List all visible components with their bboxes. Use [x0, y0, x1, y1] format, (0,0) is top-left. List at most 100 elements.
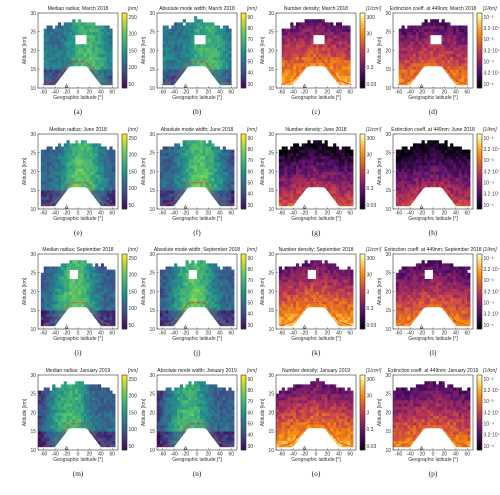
- heatmap-cell: [461, 184, 465, 188]
- heatmap-cell: [410, 53, 414, 58]
- heatmap-cell: [211, 184, 215, 188]
- heatmap-cell: [418, 28, 422, 33]
- colorbar-segment: [241, 199, 246, 202]
- heatmap-cell: [296, 149, 300, 154]
- heatmap-cell: [66, 285, 70, 289]
- heatmap-cell: [63, 59, 67, 64]
- x-tick-label: -40: [52, 90, 59, 96]
- heatmap-cell: [174, 168, 178, 172]
- heatmap-cell: [162, 307, 166, 311]
- heatmap-cell: [43, 72, 47, 76]
- heatmap-cell: [89, 162, 93, 166]
- heatmap-cell: [281, 34, 285, 39]
- heatmap-cell: [55, 155, 59, 160]
- heatmap-cell: [165, 300, 169, 305]
- heatmap-cell: [447, 53, 451, 58]
- heatmap-cell: [344, 59, 348, 64]
- heatmap-cell: [106, 316, 110, 320]
- heatmap-cell: [83, 168, 87, 172]
- heatmap-cell: [418, 180, 422, 185]
- heatmap-cell: [103, 319, 107, 324]
- heatmap-cell: [225, 184, 229, 188]
- colorbar-segment: [241, 18, 246, 21]
- heatmap-cell: [225, 72, 229, 76]
- heatmap-cell: [296, 177, 300, 182]
- heatmap-cell: [398, 184, 402, 188]
- heatmap-cell: [55, 187, 59, 191]
- heatmap-cell: [177, 69, 181, 73]
- heatmap-cell: [52, 168, 56, 172]
- heatmap-cell: [330, 168, 334, 172]
- heatmap-cell: [430, 25, 434, 29]
- heatmap-cell: [55, 288, 59, 292]
- heatmap-cell: [95, 190, 99, 194]
- heatmap-cell: [217, 69, 221, 73]
- heatmap-cell: [338, 171, 343, 175]
- heatmap-cell: [162, 279, 166, 283]
- heatmap-cell: [407, 41, 411, 45]
- heatmap-cell: [324, 41, 328, 45]
- heatmap-cell: [407, 75, 411, 79]
- heatmap-cell: [293, 28, 297, 33]
- colorbar-tick-label: 250: [129, 136, 138, 142]
- heatmap-cell: [162, 165, 166, 169]
- heatmap-cell: [52, 313, 56, 317]
- heatmap-cell: [95, 146, 99, 150]
- heatmap-cell: [171, 78, 175, 83]
- heatmap-cell: [40, 187, 45, 191]
- heatmap-cell: [410, 34, 414, 39]
- heatmap-cell: [63, 25, 67, 29]
- heatmap-cell: [298, 180, 303, 185]
- panel-e: Median radius; June 2018-60 -40 -20 0 20 40 60…: [22, 127, 138, 237]
- heatmap-cell: [98, 66, 102, 70]
- colorbar-tick-label: 10⁻²: [484, 136, 494, 142]
- heatmap-cell: [49, 25, 53, 29]
- heatmap-cell: [162, 41, 166, 45]
- heatmap-cell: [100, 171, 105, 175]
- colorbar-segment: [360, 40, 365, 44]
- heatmap-cell: [444, 50, 448, 54]
- heatmap-cell: [438, 53, 442, 58]
- heatmap-cell: [398, 78, 402, 83]
- heatmap-cell: [194, 28, 198, 33]
- heatmap-cell: [330, 22, 334, 26]
- heatmap-cell: [333, 75, 337, 79]
- heatmap-cell: [174, 279, 178, 283]
- heatmap-cell: [450, 143, 454, 147]
- heatmap-cell: [433, 63, 437, 67]
- heatmap-cell: [92, 313, 96, 317]
- colorbar-segment: [241, 70, 246, 74]
- heatmap-cell: [313, 149, 317, 154]
- heatmap-cell: [55, 41, 59, 45]
- heatmap-cell: [52, 294, 56, 299]
- heatmap-cell: [301, 31, 305, 36]
- heatmap-cell: [75, 53, 79, 58]
- heatmap-cell: [344, 180, 348, 185]
- y-tick-label: 15: [268, 67, 274, 73]
- colorbar-segment: [122, 75, 127, 79]
- heatmap-cell: [438, 146, 442, 150]
- heatmap-cell: [100, 44, 105, 48]
- heatmap-cell: [225, 38, 229, 42]
- heatmap-cell: [46, 307, 50, 311]
- heatmap-cell: [404, 47, 408, 51]
- heatmap-cell: [58, 168, 62, 172]
- heatmap-cell: [225, 66, 229, 70]
- colorbar-tick-label: 10⁻⁵: [484, 82, 494, 88]
- heatmap-cell: [222, 187, 226, 191]
- heatmap-cell: [290, 53, 294, 58]
- heatmap-cell: [100, 78, 105, 83]
- colorbar-segment: [122, 40, 127, 44]
- heatmap-cell: [219, 297, 224, 302]
- heatmap-cell: [430, 159, 434, 163]
- heatmap-cell: [100, 202, 105, 207]
- heatmap-cell: [188, 162, 192, 166]
- panel-caption: (g): [312, 228, 321, 237]
- heatmap-cell: [421, 146, 425, 150]
- heatmap-cell: [350, 155, 354, 160]
- heatmap-cell: [217, 285, 221, 289]
- heatmap-cell: [78, 184, 82, 188]
- heatmap-cell: [321, 155, 325, 160]
- heatmap-cell: [100, 72, 105, 76]
- heatmap-cell: [194, 288, 198, 292]
